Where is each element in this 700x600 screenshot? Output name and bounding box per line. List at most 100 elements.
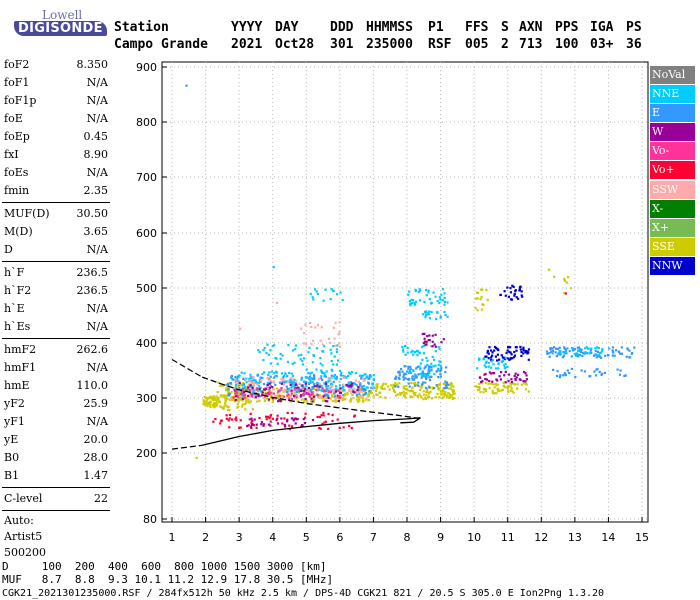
echo-point bbox=[305, 385, 308, 388]
echo-point bbox=[424, 381, 427, 384]
param-row-group1-0: foF2 8.350 bbox=[2, 56, 110, 74]
echo-point bbox=[322, 414, 325, 417]
echo-point bbox=[409, 390, 412, 393]
echo-point bbox=[617, 350, 620, 353]
echo-point bbox=[396, 393, 399, 396]
echo-point bbox=[402, 374, 405, 377]
echo-point bbox=[619, 369, 622, 372]
echo-point bbox=[428, 334, 431, 337]
echo-point bbox=[524, 372, 527, 375]
echo-point bbox=[417, 290, 420, 293]
echo-point bbox=[427, 313, 430, 316]
echo-point bbox=[322, 411, 325, 414]
echo-point bbox=[487, 357, 490, 360]
param-row-group1-3: foE N/A bbox=[2, 110, 110, 128]
echo-point bbox=[379, 395, 382, 399]
echo-point bbox=[278, 390, 281, 393]
echo-point bbox=[334, 390, 337, 393]
echo-point bbox=[350, 427, 353, 430]
echo-point bbox=[565, 281, 568, 284]
echo-point bbox=[419, 388, 422, 391]
echo-point bbox=[337, 395, 340, 398]
echo-point bbox=[392, 388, 396, 392]
echo-point bbox=[322, 299, 325, 302]
echo-point bbox=[249, 380, 252, 383]
echo-point bbox=[312, 378, 316, 381]
echo-point bbox=[249, 384, 252, 387]
echo-point bbox=[556, 370, 559, 373]
echo-point bbox=[347, 390, 351, 393]
echo-point bbox=[428, 386, 431, 389]
echo-point bbox=[497, 388, 500, 391]
echo-point bbox=[327, 384, 330, 388]
echo-point bbox=[251, 389, 254, 392]
echo-point bbox=[430, 362, 433, 365]
echo-point bbox=[308, 389, 311, 393]
echo-point bbox=[287, 344, 290, 347]
echo-point bbox=[436, 299, 439, 303]
echo-point bbox=[423, 332, 426, 335]
echo-point bbox=[248, 377, 251, 381]
echo-point bbox=[589, 349, 592, 352]
param-value: 2.35 bbox=[83, 184, 109, 197]
echo-point bbox=[203, 396, 206, 399]
echo-point bbox=[315, 290, 318, 293]
header-label-ddd: DDD bbox=[330, 20, 354, 35]
echo-point bbox=[515, 349, 518, 352]
echo-point bbox=[333, 392, 336, 395]
echo-point bbox=[486, 298, 489, 301]
y-tick-label: 600 bbox=[136, 227, 157, 240]
echo-point bbox=[291, 378, 294, 381]
echo-point bbox=[256, 383, 259, 386]
echo-point bbox=[409, 395, 412, 398]
echo-point bbox=[488, 379, 491, 383]
echo-point bbox=[302, 357, 306, 360]
echo-point bbox=[422, 374, 425, 377]
echo-point bbox=[272, 399, 275, 402]
echo-point bbox=[267, 373, 270, 376]
echo-point bbox=[227, 390, 230, 393]
param-value: N/A bbox=[86, 415, 108, 428]
echo-point bbox=[408, 302, 412, 305]
echo-point bbox=[520, 383, 523, 386]
echo-point bbox=[601, 349, 604, 352]
y-tick-label: 300 bbox=[136, 392, 157, 405]
header-label-s: S bbox=[501, 20, 509, 35]
header-label-station: Station bbox=[114, 20, 169, 35]
y-tick-label: 500 bbox=[136, 282, 157, 295]
echo-point bbox=[452, 391, 455, 394]
echo-point bbox=[290, 372, 293, 375]
echo-point bbox=[422, 344, 425, 347]
param-value: N/A bbox=[86, 361, 108, 374]
echo-point bbox=[271, 400, 274, 403]
echo-point bbox=[312, 400, 315, 403]
param-row-group3-1: h`F2 236.5 bbox=[2, 282, 110, 300]
echo-point bbox=[357, 391, 360, 394]
echo-point bbox=[562, 374, 565, 377]
echo-point bbox=[515, 346, 518, 349]
echo-point bbox=[513, 354, 517, 357]
echo-point bbox=[240, 395, 243, 398]
echo-point bbox=[486, 349, 489, 352]
echo-point bbox=[600, 356, 603, 359]
echo-point bbox=[423, 337, 426, 340]
echo-point bbox=[252, 381, 256, 384]
echo-point bbox=[325, 388, 328, 391]
echo-point bbox=[478, 382, 481, 385]
echo-point bbox=[318, 397, 321, 400]
echo-point bbox=[334, 321, 337, 324]
echo-point bbox=[427, 374, 430, 377]
echo-point bbox=[294, 422, 297, 425]
echo-point bbox=[243, 394, 247, 397]
echo-point bbox=[222, 394, 225, 397]
echo-point bbox=[520, 290, 523, 293]
echo-point bbox=[301, 363, 305, 366]
echo-point bbox=[372, 395, 375, 398]
param-name: foE bbox=[4, 112, 23, 125]
echo-point bbox=[300, 378, 303, 381]
echo-point bbox=[268, 389, 271, 392]
echo-point bbox=[216, 404, 219, 407]
echo-point bbox=[382, 382, 385, 385]
echo-point bbox=[238, 387, 241, 390]
echo-point bbox=[217, 381, 220, 384]
